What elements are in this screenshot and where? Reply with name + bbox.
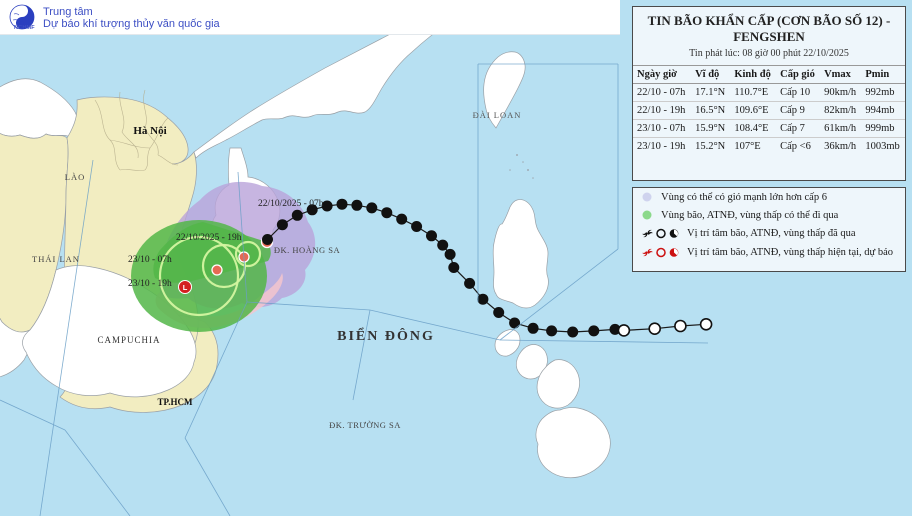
svg-text:ĐK. HOÀNG SA: ĐK. HOÀNG SA bbox=[274, 245, 341, 255]
svg-text:ĐK. TRƯỜNG SA: ĐK. TRƯỜNG SA bbox=[329, 420, 401, 430]
svg-text:THÁI LAN: THÁI LAN bbox=[32, 254, 80, 264]
svg-text:ĐÀI LOAN: ĐÀI LOAN bbox=[473, 110, 522, 120]
svg-text:22/10/2025 - 19h: 22/10/2025 - 19h bbox=[176, 233, 242, 243]
svg-text:23/10 - 19h: 23/10 - 19h bbox=[128, 279, 172, 289]
svg-text:LÀO: LÀO bbox=[65, 172, 85, 182]
svg-text:TP.HCM: TP.HCM bbox=[158, 397, 193, 407]
svg-text:BIỂN ĐÔNG: BIỂN ĐÔNG bbox=[337, 326, 435, 344]
svg-text:Hà Nội: Hà Nội bbox=[133, 125, 166, 137]
svg-text:22/10/2025 - 07h: 22/10/2025 - 07h bbox=[258, 199, 324, 209]
svg-text:CAMPUCHIA: CAMPUCHIA bbox=[97, 335, 160, 345]
svg-text:23/10 - 07h: 23/10 - 07h bbox=[128, 255, 172, 265]
